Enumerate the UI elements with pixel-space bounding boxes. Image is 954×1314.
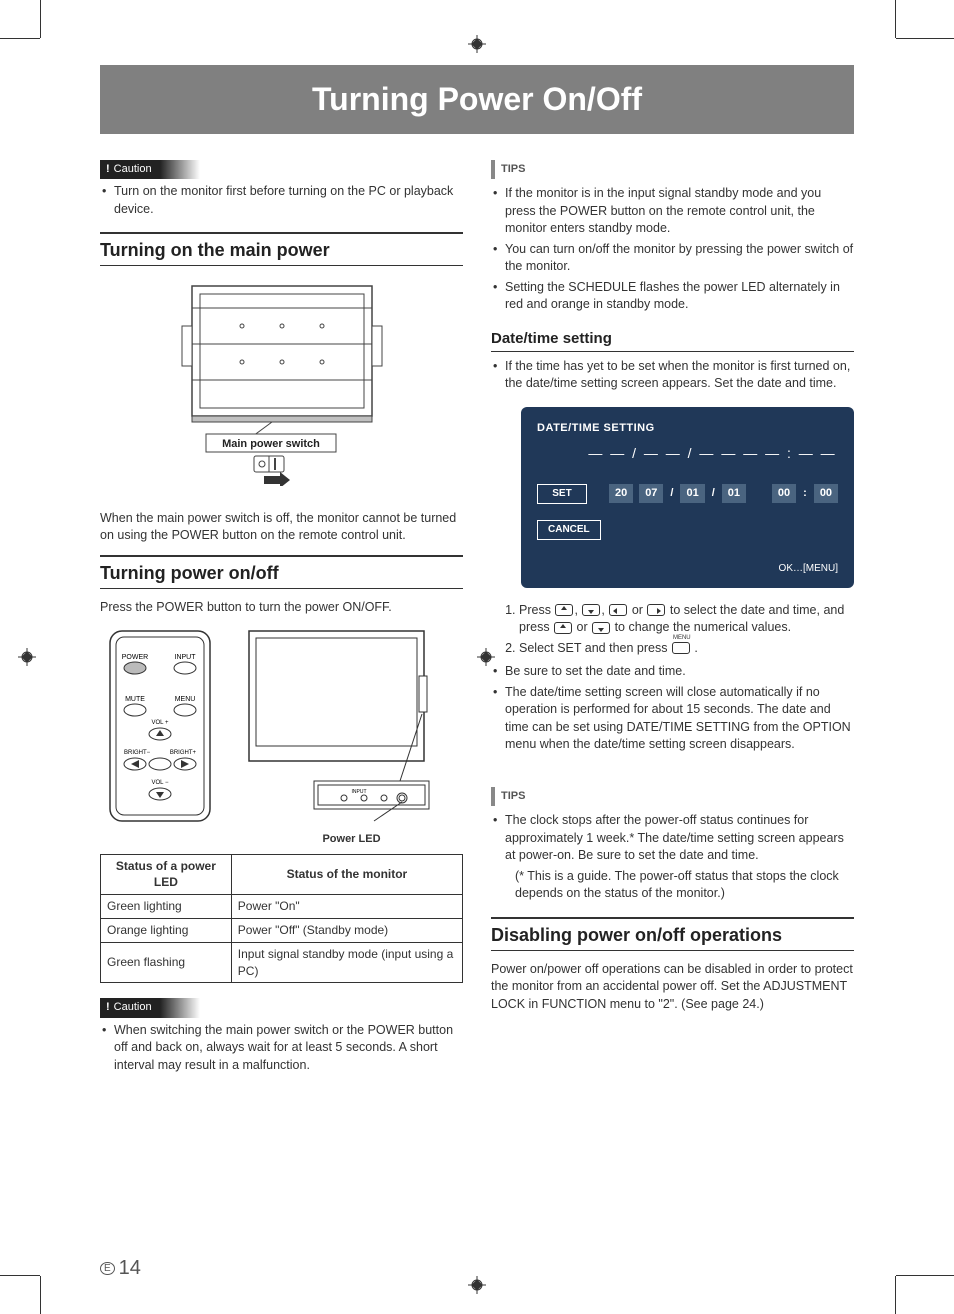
crop-mark [896, 38, 954, 39]
svg-text:POWER: POWER [122, 654, 148, 661]
osd-dash-row: — — / — — / — — — — : — — [537, 444, 838, 464]
svg-text:BRIGHT+: BRIGHT+ [170, 750, 197, 756]
section2-body: Press the POWER button to turn the power… [100, 599, 463, 617]
section3-body: Power on/power off operations can be dis… [491, 961, 854, 1014]
tips-list: The clock stops after the power-off stat… [491, 812, 854, 865]
osd-set-button: SET [537, 484, 587, 504]
led-table-header-monitor: Status of the monitor [231, 854, 462, 895]
svg-text:MUTE: MUTE [125, 696, 145, 703]
datetime-steps: Press , , or to select the date and time… [491, 602, 854, 658]
tips-label: TIPS [491, 160, 533, 179]
osd-set-row: SET 20 07 / 01 / 01 00 : 00 [537, 484, 838, 504]
step-item: Press , , or to select the date and time… [519, 602, 854, 637]
caution-label: Caution [100, 160, 160, 179]
tips-item: If the monitor is in the input signal st… [491, 185, 854, 238]
svg-text:MENU: MENU [175, 696, 196, 703]
table-row: Green flashing Input signal standby mode… [101, 942, 463, 983]
left-column: Caution Turn on the monitor first before… [100, 159, 463, 1089]
lang-marker: E [100, 1262, 115, 1275]
page-number-value: 14 [119, 1257, 141, 1279]
remote-control-diagram: POWER INPUT MUTE MENU VOL + BRIGHT− [100, 626, 220, 826]
main-power-switch-label: Main power switch [222, 438, 320, 450]
registration-mark-icon [468, 35, 486, 53]
section-heading-power-onoff: Turning power on/off [100, 555, 463, 589]
osd-sep: : [802, 486, 808, 501]
power-led-table: Status of a power LED Status of the moni… [100, 854, 463, 984]
crop-mark [0, 1275, 40, 1276]
datetime-intro: If the time has yet to be set when the m… [491, 358, 854, 393]
osd-hour: 00 [772, 484, 796, 503]
svg-text:VOL +: VOL + [152, 720, 169, 726]
osd-cancel-row: CANCEL [537, 520, 838, 540]
osd-datetime-screen: DATE/TIME SETTING — — / — — / — — — — : … [521, 407, 854, 588]
tips-item: Setting the SCHEDULE flashes the power L… [491, 279, 854, 314]
svg-text:INPUT: INPUT [175, 654, 197, 661]
osd-day: 01 [722, 484, 746, 503]
caution-list: When switching the main power switch or … [100, 1022, 463, 1075]
crop-mark [895, 1276, 896, 1314]
monitor-front-diagram: INPUT [244, 626, 434, 826]
section-heading-disable: Disabling power on/off operations [491, 917, 854, 951]
tips-list: If the monitor is in the input signal st… [491, 185, 854, 314]
remote-and-monitor-diagram: POWER INPUT MUTE MENU VOL + BRIGHT− [100, 626, 463, 826]
svg-text:VOL −: VOL − [152, 780, 169, 786]
down-button-icon [582, 604, 600, 616]
osd-month: 01 [680, 484, 704, 503]
page-title: Turning Power On/Off [100, 77, 854, 122]
osd-year: 07 [639, 484, 663, 503]
crop-mark [40, 1276, 41, 1314]
after-step-item: Be sure to set the date and time. [491, 663, 854, 681]
registration-mark-icon [18, 648, 36, 666]
section-heading-main-power: Turning on the main power [100, 232, 463, 266]
caution-item: Turn on the monitor first before turning… [100, 183, 463, 218]
osd-sep: / [711, 486, 716, 501]
osd-title: DATE/TIME SETTING [537, 421, 838, 436]
datetime-intro-item: If the time has yet to be set when the m… [491, 358, 854, 393]
table-row: Orange lighting Power "Off" (Standby mod… [101, 919, 463, 943]
svg-text:BRIGHT−: BRIGHT− [124, 750, 151, 756]
osd-year-prefix: 20 [609, 484, 633, 503]
crop-mark [896, 1275, 954, 1276]
osd-cancel-button: CANCEL [537, 520, 601, 540]
table-row: Green lighting Power "On" [101, 895, 463, 919]
tips-item: The clock stops after the power-off stat… [491, 812, 854, 865]
svg-text:INPUT: INPUT [352, 789, 367, 795]
page-number: E 14 [100, 1254, 141, 1282]
down-button-icon [592, 622, 610, 634]
tips-subnote: (* This is a guide. The power-off status… [491, 868, 854, 903]
tips-item: You can turn on/off the monitor by press… [491, 241, 854, 276]
subsection-datetime: Date/time setting [491, 328, 854, 352]
left-button-icon [609, 604, 627, 616]
osd-sep: / [669, 486, 674, 501]
step-item: Select SET and then press . [519, 640, 854, 658]
up-button-icon [554, 622, 572, 634]
crop-mark [0, 38, 40, 39]
caution-list: Turn on the monitor first before turning… [100, 183, 463, 218]
crop-mark [895, 0, 896, 38]
up-button-icon [555, 604, 573, 616]
menu-button-icon [672, 642, 690, 654]
registration-mark-icon [468, 1276, 486, 1294]
after-step-item: The date/time setting screen will close … [491, 684, 854, 754]
right-button-icon [647, 604, 665, 616]
tips-label: TIPS [491, 787, 533, 806]
osd-ok-hint: OK…[MENU] [537, 562, 838, 576]
section1-body: When the main power switch is off, the m… [100, 510, 463, 545]
led-table-header-led: Status of a power LED [101, 854, 232, 895]
caution-label: Caution [100, 998, 160, 1017]
osd-minute: 00 [814, 484, 838, 503]
caution-item: When switching the main power switch or … [100, 1022, 463, 1075]
power-led-caption: Power LED [100, 832, 463, 847]
page-title-bar: Turning Power On/Off [100, 65, 854, 134]
right-column: TIPS If the monitor is in the input sign… [491, 159, 854, 1089]
monitor-rear-diagram: Main power switch [100, 276, 463, 491]
after-steps-list: Be sure to set the date and time. The da… [491, 663, 854, 754]
crop-mark [40, 0, 41, 38]
